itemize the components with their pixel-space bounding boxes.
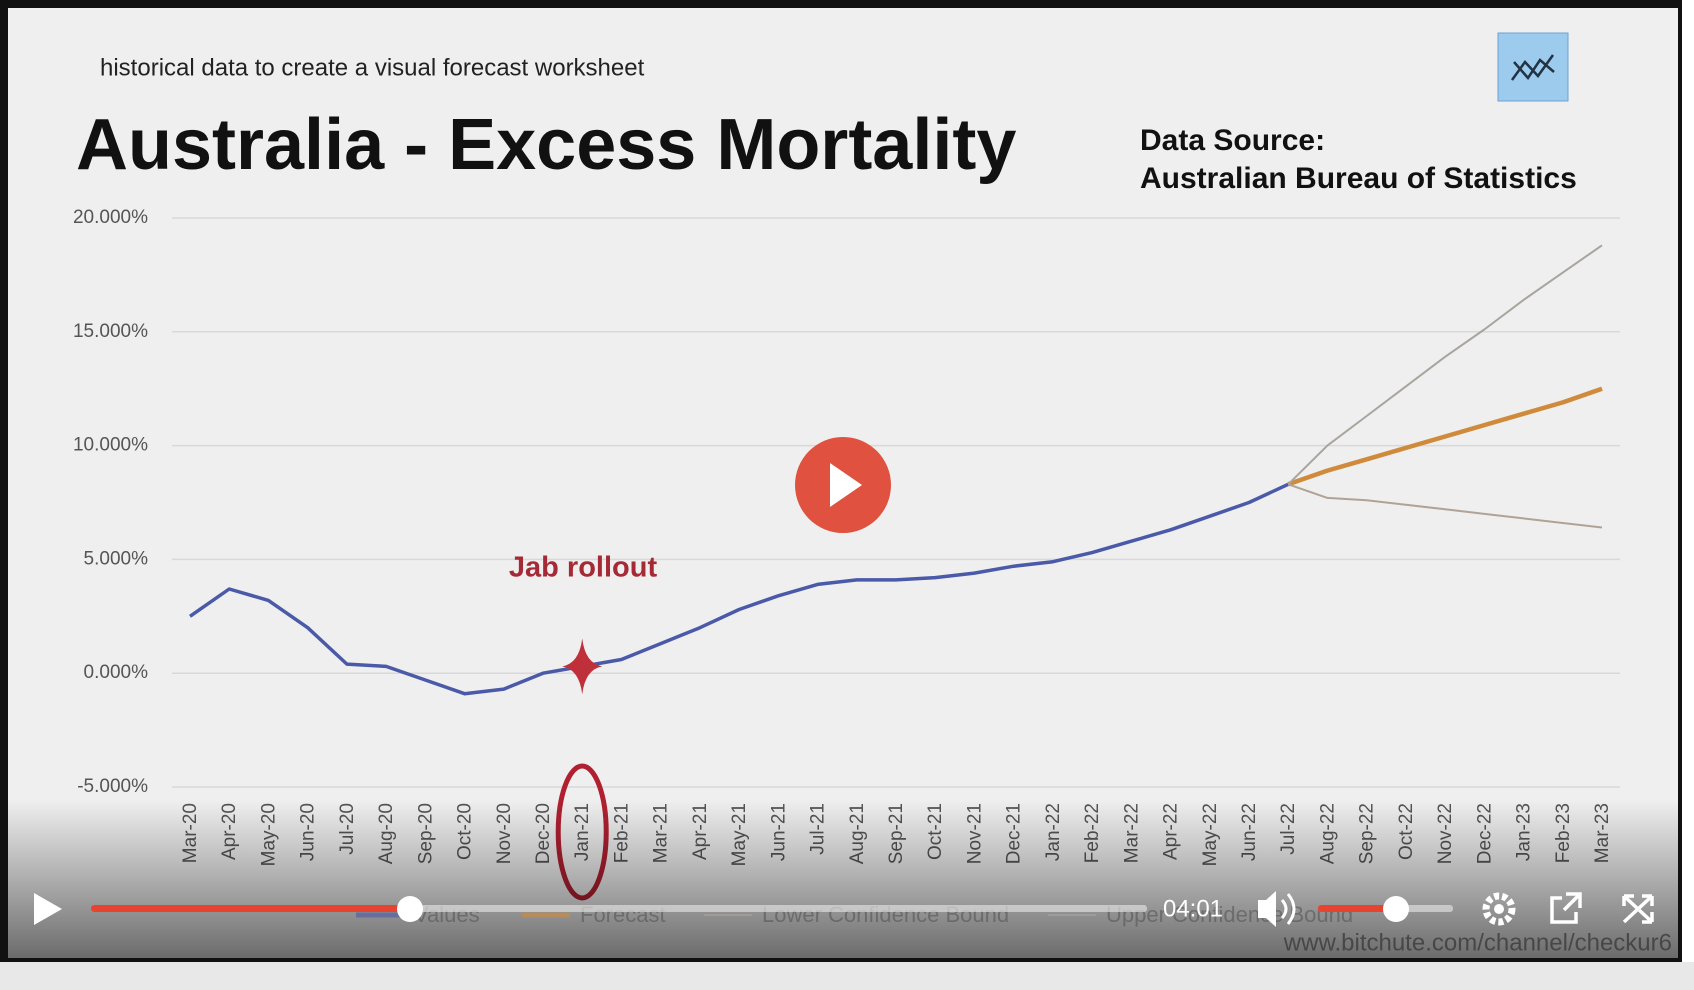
popout-button[interactable] [1550, 892, 1582, 924]
volume-level [1318, 905, 1396, 912]
progress-knob[interactable] [397, 896, 423, 922]
y-tick-label: 5.000% [84, 548, 149, 569]
series-line [1287, 244, 1603, 486]
fullscreen-button[interactable] [1622, 894, 1654, 924]
series-line [1287, 386, 1603, 487]
play-button[interactable] [34, 893, 62, 925]
progress-played [91, 905, 410, 912]
legend-label: Upper Confidence Bound [1106, 902, 1353, 927]
y-tick-label: 10.000% [73, 435, 148, 456]
big-play-icon [830, 463, 862, 507]
source-label: Data Source: [1140, 124, 1325, 157]
watermark: www.bitchute.com/channel/checkur6 [1283, 929, 1672, 956]
settings-hub [1494, 904, 1504, 914]
annotation: Jab rollout [509, 552, 658, 584]
series-line [188, 482, 1289, 696]
chart-icon-glyph [1510, 54, 1555, 81]
chart-icon [1497, 32, 1569, 102]
volume-knob[interactable] [1383, 896, 1409, 922]
settings-button[interactable] [1482, 892, 1516, 926]
y-tick-label: 15.000% [73, 321, 148, 342]
series-line [1287, 483, 1603, 529]
chart-title: Australia - Excess Mortality [76, 105, 1016, 185]
time-display: 04:01 [1163, 895, 1223, 922]
rollout-marker [562, 638, 603, 695]
y-tick-label: 20.000% [73, 207, 148, 228]
below-bar [0, 962, 1694, 990]
caption: historical data to create a visual forec… [100, 54, 645, 81]
volume-waves [1280, 893, 1296, 925]
y-tick-label: 0.000% [84, 662, 149, 683]
controls-shade [8, 800, 1678, 958]
y-tick-label: -5.000% [77, 776, 148, 797]
volume-button[interactable] [1258, 891, 1276, 927]
source: Australian Bureau of Statistics [1140, 162, 1577, 195]
